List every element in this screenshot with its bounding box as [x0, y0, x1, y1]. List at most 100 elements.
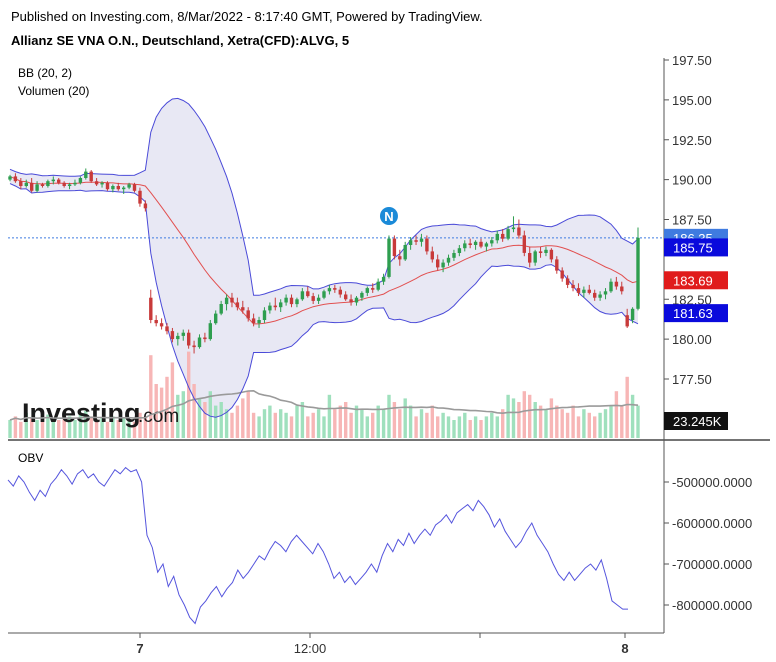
candle	[392, 235, 397, 260]
volume-bar	[468, 420, 472, 438]
obv-legend: OBV	[18, 451, 43, 465]
volume-bar	[392, 402, 397, 438]
volume-bar	[463, 412, 467, 438]
volume-bar	[89, 416, 93, 438]
price-tick-label: 197.50	[672, 53, 712, 68]
candle	[501, 229, 505, 242]
price-tick-label: 180.00	[672, 332, 712, 347]
candle	[127, 182, 131, 190]
volume-bar	[8, 420, 12, 438]
volume-bar	[230, 412, 234, 438]
volume-bar	[127, 420, 131, 438]
instrument-title: Allianz SE VNA O.N., Deutschland, Xetra(…	[11, 33, 350, 48]
candle	[593, 289, 597, 301]
volume-bar	[360, 409, 364, 438]
volume-bar	[246, 391, 250, 438]
candle	[365, 286, 369, 297]
candle	[625, 308, 629, 328]
candle	[289, 294, 294, 308]
candle	[338, 286, 342, 298]
volume-bar	[371, 412, 375, 438]
candle	[387, 235, 391, 279]
volume-bar	[268, 405, 272, 438]
candle	[35, 181, 39, 193]
volume-moving-average	[9, 389, 639, 421]
volume-bar	[614, 391, 619, 438]
candle	[620, 281, 624, 295]
candle	[40, 182, 45, 188]
volume-bar	[598, 412, 602, 438]
price-tick-label: 192.50	[672, 133, 712, 148]
candle	[273, 297, 277, 311]
candle	[116, 182, 120, 191]
volume-bar	[517, 402, 521, 438]
candle	[230, 292, 234, 308]
volume-bar	[354, 405, 359, 438]
news-event-marker[interactable]: N	[379, 207, 398, 225]
volume-bar	[593, 416, 597, 438]
price-tick-label: 182.50	[672, 292, 712, 307]
candle	[603, 288, 608, 300]
volume-bar	[35, 420, 39, 438]
candle	[84, 168, 88, 180]
volume-bar	[587, 412, 591, 438]
obv-tick-label: -800000.0000	[672, 598, 752, 613]
volume-bar	[143, 416, 148, 438]
candle	[241, 300, 245, 314]
volume-bar	[327, 394, 332, 438]
volume-bar	[576, 416, 581, 438]
candle	[538, 246, 543, 258]
candle	[122, 186, 126, 194]
volume-bar	[365, 416, 369, 438]
candle	[197, 334, 202, 349]
time-tick-label: 8	[621, 641, 628, 656]
volume-bar	[625, 376, 629, 438]
volume-bar	[425, 412, 429, 438]
published-note: Published on Investing.com, 8/Mar/2022 -…	[11, 9, 483, 24]
volume-bar	[344, 402, 348, 438]
price-badge: 181.63	[664, 304, 728, 323]
volume-bar	[549, 398, 554, 438]
candle	[381, 273, 386, 285]
volume-bar	[441, 412, 445, 438]
price-tick-label: 177.50	[672, 372, 712, 387]
price-badge-label: 181.63	[673, 306, 713, 321]
candle	[371, 283, 375, 293]
candle	[560, 267, 564, 282]
volume-bar	[300, 402, 305, 438]
obv-tick-label: -500000.0000	[672, 475, 752, 490]
candle	[67, 182, 72, 190]
volume-bar	[636, 405, 640, 438]
volume-bar	[376, 405, 380, 438]
candle	[224, 294, 229, 311]
bb-area	[10, 98, 638, 418]
volume-bar	[51, 421, 55, 438]
candle	[187, 329, 191, 349]
candle	[149, 289, 153, 324]
candle	[333, 284, 337, 293]
obv-tick-label: -600000.0000	[672, 516, 752, 531]
candle	[463, 240, 467, 252]
volume-bar	[105, 421, 110, 438]
volume-bar	[490, 412, 494, 438]
volume-bar	[349, 412, 353, 438]
volume-bar	[295, 405, 299, 438]
candle	[425, 235, 429, 255]
candle	[105, 181, 110, 191]
volume-bar	[132, 421, 137, 438]
volume-bar	[176, 394, 180, 438]
candle	[344, 291, 348, 301]
candle	[479, 238, 483, 249]
candle	[614, 276, 619, 290]
volume-bar	[116, 420, 120, 438]
price-badge: 185.75	[664, 238, 728, 257]
volume-bar	[241, 398, 245, 438]
volume-bar	[100, 418, 104, 438]
volume-bar	[419, 409, 424, 438]
volume-bar	[398, 409, 402, 438]
candle	[322, 289, 326, 300]
candle	[235, 297, 240, 311]
volume-bar	[224, 409, 229, 438]
time-tick-label: 12:00	[294, 641, 327, 656]
